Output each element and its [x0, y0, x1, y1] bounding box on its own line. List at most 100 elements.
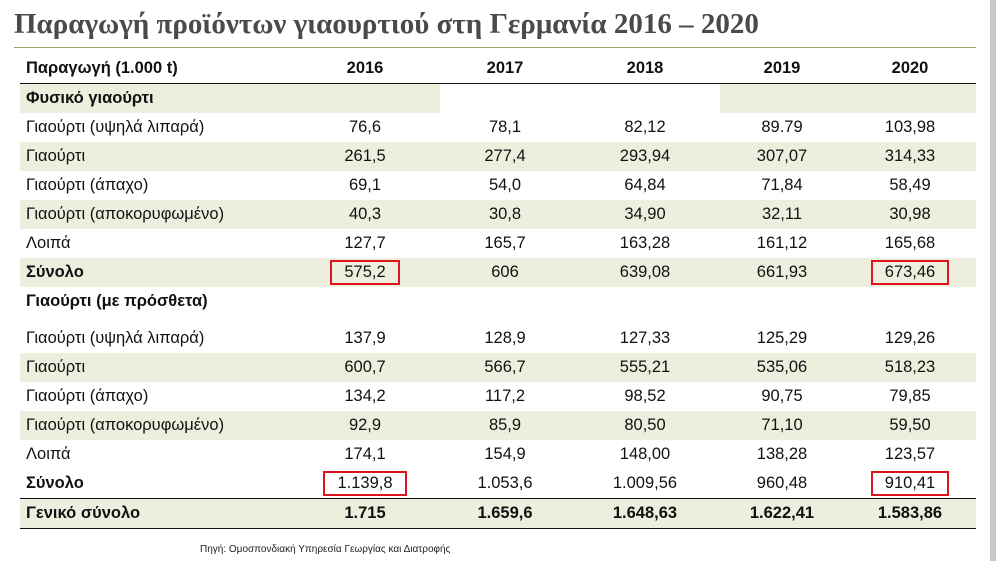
- empty-cell: [440, 287, 570, 316]
- value-cell: 535,06: [720, 353, 844, 382]
- value-cell: 138,28: [756, 445, 808, 463]
- grand-total-value: 1.622,41: [720, 498, 844, 529]
- spacer-cell: [20, 316, 290, 324]
- value-cell: 79,85: [889, 387, 931, 405]
- row-label: Γιαούρτι: [20, 353, 290, 382]
- value-cell: 137,9: [344, 329, 386, 347]
- production-table: Παραγωγή (1.000 t) 2016 2017 2018 2019 2…: [20, 53, 976, 529]
- empty-cell: [570, 287, 720, 316]
- value-cell: 103,98: [884, 118, 936, 136]
- value-cell: 117,2: [484, 387, 526, 405]
- spacer-cell: [570, 316, 720, 324]
- value-cell: 30,98: [844, 200, 976, 229]
- value-cell: 54,0: [488, 176, 522, 194]
- row-label: Γιαούρτι (αποκορυφωμένο): [20, 200, 290, 229]
- value-cell: 90,75: [761, 387, 803, 405]
- grand-total-label: Γενικό σύνολο: [20, 498, 290, 529]
- value-cell: 34,90: [570, 200, 720, 229]
- value-cell: 161,12: [756, 234, 808, 252]
- value-cell: 69,1: [348, 176, 382, 194]
- value-cell: 165,68: [884, 234, 936, 252]
- source-note: Πηγή: Ομοσπονδιακή Υπηρεσία Γεωργίας και…: [200, 544, 451, 555]
- value-cell: 277,4: [440, 142, 570, 171]
- table-row: Γιαούρτι (αποκορυφωμένο) 40,3 30,8 34,90 32,…: [20, 200, 976, 229]
- highlighted-value: 910,41: [870, 471, 950, 496]
- row-label: Λοιπά: [26, 445, 71, 463]
- total-value: 661,93: [720, 258, 844, 287]
- value-cell: 40,3: [290, 200, 440, 229]
- value-cell: 80,50: [570, 411, 720, 440]
- value-cell: 89.79: [761, 118, 803, 136]
- highlighted-value: 673,46: [870, 260, 950, 285]
- table-row: Γιαούρτι (άπαχο) 69,1 54,0 64,84 71,84 58,49: [20, 171, 976, 200]
- highlighted-value: 575,2: [330, 260, 400, 285]
- grand-total-value: 1.715: [290, 498, 440, 529]
- table-row: Γιαούρτι 261,5 277,4 293,94 307,07 314,33: [20, 142, 976, 171]
- empty-cell: [844, 83, 976, 113]
- value-cell: 71,10: [720, 411, 844, 440]
- total-value: 1.139,8: [290, 469, 440, 499]
- value-cell: 314,33: [844, 142, 976, 171]
- total-label: Σύνολο: [20, 258, 290, 287]
- value-cell: 148,00: [619, 445, 671, 463]
- value-cell: 98,52: [624, 387, 666, 405]
- section-heading-row: Φυσικό γιαούρτι: [20, 83, 976, 113]
- row-label: Γιαούρτι (άπαχο): [26, 387, 149, 405]
- header-2017: 2017: [440, 53, 570, 84]
- empty-cell: [290, 83, 440, 113]
- value-cell: 59,50: [844, 411, 976, 440]
- value-cell: 125,29: [756, 329, 808, 347]
- grand-total-value: 1.648,63: [570, 498, 720, 529]
- value-cell: 128,9: [484, 329, 526, 347]
- spacer-row: [20, 316, 976, 324]
- spacer-cell: [290, 316, 440, 324]
- value-cell: 165,7: [484, 234, 526, 252]
- header-row: Παραγωγή (1.000 t) 2016 2017 2018 2019 2…: [20, 53, 976, 84]
- page-title: Παραγωγή προϊόντων γιαουρτιού στη Γερμαν…: [14, 8, 759, 40]
- value-cell: 555,21: [570, 353, 720, 382]
- row-label: Γιαούρτι (άπαχο): [26, 176, 149, 194]
- row-label: Γιαούρτι (υψηλά λιπαρά): [26, 329, 205, 347]
- value-cell: 82,12: [624, 118, 666, 136]
- empty-cell: [844, 287, 976, 316]
- value-cell: 30,8: [440, 200, 570, 229]
- value-cell: 78,1: [488, 118, 522, 136]
- empty-cell: [720, 287, 844, 316]
- spacer-cell: [720, 316, 844, 324]
- value-cell: 154,9: [484, 445, 526, 463]
- value-cell: 307,07: [720, 142, 844, 171]
- value-cell: 58,49: [889, 176, 931, 194]
- value-cell: 134,2: [344, 387, 386, 405]
- section-heading-row: Γιαούρτι (με πρόσθετα): [20, 287, 976, 316]
- table-row: Λοιπά 127,7 165,7 163,28 161,12 165,68: [20, 229, 976, 258]
- value-cell: 32,11: [720, 200, 844, 229]
- header-2019: 2019: [720, 53, 844, 84]
- highlighted-value: 1.139,8: [323, 471, 407, 496]
- table-row: Γιαούρτι (υψηλά λιπαρά) 76,6 78,1 82,12 89.7…: [20, 113, 976, 142]
- value-cell: 64,84: [624, 176, 666, 194]
- header-2016: 2016: [290, 53, 440, 84]
- row-label: Γιαούρτι: [20, 142, 290, 171]
- total-value: 1.053,6: [477, 474, 533, 492]
- total-value: 910,41: [844, 469, 976, 499]
- row-label: Γιαούρτι (αποκορυφωμένο): [20, 411, 290, 440]
- empty-cell: [440, 83, 570, 113]
- table-row: Λοιπά 174,1 154,9 148,00 138,28 123,57: [20, 440, 976, 469]
- value-cell: 92,9: [290, 411, 440, 440]
- header-2018: 2018: [570, 53, 720, 84]
- section-heading: Γιαούρτι (με πρόσθετα): [26, 292, 208, 310]
- value-cell: 293,94: [570, 142, 720, 171]
- value-cell: 71,84: [761, 176, 803, 194]
- total-label: Σύνολο: [26, 474, 84, 492]
- total-row: Σύνολο 575,2 606 639,08 661,93 673,46: [20, 258, 976, 287]
- value-cell: 163,28: [619, 234, 671, 252]
- value-cell: 518,23: [844, 353, 976, 382]
- grand-total-value: 1.583,86: [844, 498, 976, 529]
- scrollbar[interactable]: [990, 0, 996, 561]
- row-label: Γιαούρτι (υψηλά λιπαρά): [26, 118, 205, 136]
- section-heading: Φυσικό γιαούρτι: [20, 83, 290, 113]
- total-row: Σύνολο 1.139,8 1.053,6 1.009,56 960,48 910,41: [20, 469, 976, 499]
- value-cell: 76,6: [348, 118, 382, 136]
- total-value: 606: [440, 258, 570, 287]
- title-divider: [14, 47, 976, 48]
